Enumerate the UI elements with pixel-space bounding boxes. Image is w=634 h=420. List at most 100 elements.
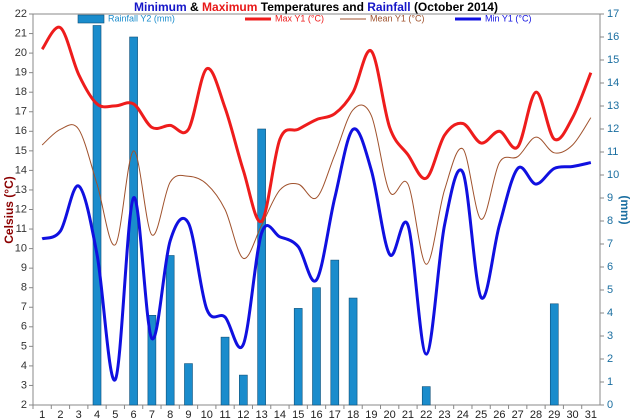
title-part: Minimum bbox=[134, 0, 187, 14]
legend-label: Mean Y1 (°C) bbox=[370, 13, 424, 23]
bar bbox=[184, 363, 193, 406]
y-tick-label: 9 bbox=[21, 262, 27, 274]
y2-tick-label: 5 bbox=[607, 284, 613, 296]
y2-tick-label: 7 bbox=[607, 238, 613, 250]
x-tick-label: 30 bbox=[566, 409, 578, 420]
y-tick-label: 3 bbox=[21, 379, 27, 391]
legend-label: Min Y1 (°C) bbox=[485, 13, 531, 23]
bar bbox=[220, 336, 230, 406]
x-tick-label: 17 bbox=[329, 409, 341, 420]
bar bbox=[293, 308, 303, 406]
y-tick-label: 22 bbox=[15, 8, 27, 20]
x-tick-label: 22 bbox=[420, 409, 432, 420]
y2-tick-label: 4 bbox=[607, 307, 613, 319]
y-tick-label: 13 bbox=[15, 184, 27, 196]
bar bbox=[330, 259, 340, 406]
y2-tick-label: 13 bbox=[607, 100, 619, 112]
bar bbox=[312, 287, 321, 406]
x-tick-label: 5 bbox=[112, 409, 118, 420]
x-tick-label: 20 bbox=[384, 409, 396, 420]
x-tick-label: 18 bbox=[347, 409, 359, 420]
y-tick-label: 10 bbox=[15, 243, 27, 255]
x-tick-label: 12 bbox=[237, 409, 249, 420]
y-tick-label: 11 bbox=[16, 223, 27, 235]
bar bbox=[348, 297, 358, 406]
y-tick-label: 6 bbox=[21, 321, 27, 333]
x-tick-label: 31 bbox=[585, 409, 597, 420]
y-tick-label: 7 bbox=[21, 301, 27, 313]
y-tick-label: 4 bbox=[21, 360, 27, 372]
chart-title: Minimum & Maximum Temperatures and Rainf… bbox=[134, 0, 498, 14]
bar bbox=[239, 374, 248, 406]
x-tick-label: 10 bbox=[201, 409, 213, 420]
x-tick-label: 9 bbox=[185, 409, 191, 420]
y2-tick-label: 6 bbox=[607, 261, 613, 273]
x-tick-label: 3 bbox=[76, 409, 82, 420]
title-part: (October 2014) bbox=[414, 0, 498, 14]
y2-tick-label: 16 bbox=[607, 31, 619, 43]
legend-swatch bbox=[77, 14, 105, 24]
x-tick-label: 19 bbox=[365, 409, 377, 420]
y-tick-label: 14 bbox=[15, 164, 27, 176]
y-tick-label: 12 bbox=[15, 203, 27, 215]
y2-tick-label: 2 bbox=[607, 353, 613, 365]
x-tick-label: 4 bbox=[94, 409, 100, 420]
line bbox=[40, 25, 593, 223]
legend-label: Max Y1 (°C) bbox=[275, 13, 324, 23]
y2-tick-label: 9 bbox=[607, 192, 613, 204]
title-part: Temperatures and bbox=[261, 0, 364, 14]
bar bbox=[92, 25, 102, 406]
x-tick-label: 7 bbox=[149, 409, 155, 420]
x-tick-label: 28 bbox=[530, 409, 542, 420]
x-tick-label: 2 bbox=[57, 409, 63, 420]
legend-label: Rainfall Y2 (mm) bbox=[108, 13, 175, 23]
y2-tick-label: 8 bbox=[607, 215, 613, 227]
y2-tick-label: 15 bbox=[607, 54, 619, 66]
y2-tick-label: 0 bbox=[607, 399, 613, 411]
x-tick-label: 29 bbox=[548, 409, 560, 420]
y-tick-label: 16 bbox=[15, 125, 27, 137]
y-tick-label: 21 bbox=[15, 27, 27, 39]
x-tick-label: 14 bbox=[274, 409, 286, 420]
title-part: Maximum bbox=[202, 0, 257, 14]
bar bbox=[549, 303, 559, 406]
y2-tick-label: 11 bbox=[607, 146, 618, 158]
x-tick-label: 24 bbox=[457, 409, 469, 420]
x-tick-label: 13 bbox=[256, 409, 268, 420]
y2-tick-label: 14 bbox=[607, 77, 619, 89]
bar bbox=[165, 255, 175, 406]
y-tick-label: 17 bbox=[15, 106, 27, 118]
y2-tick-label: 1 bbox=[607, 376, 613, 388]
bar bbox=[257, 128, 266, 406]
y-axis-label: Celsius (°C) bbox=[2, 176, 16, 243]
line bbox=[41, 127, 592, 382]
bar bbox=[421, 386, 431, 406]
bar bbox=[147, 314, 157, 406]
x-tick-label: 1 bbox=[39, 409, 45, 420]
y2-tick-label: 10 bbox=[607, 169, 619, 181]
x-tick-label: 26 bbox=[493, 409, 505, 420]
y-tick-label: 19 bbox=[15, 67, 27, 79]
x-tick-label: 21 bbox=[402, 409, 414, 420]
y2-tick-label: 12 bbox=[607, 123, 619, 135]
y2-tick-label: 3 bbox=[607, 330, 613, 342]
y-tick-label: 2 bbox=[21, 399, 27, 411]
title-part: & bbox=[190, 0, 199, 14]
line bbox=[41, 104, 592, 265]
y-tick-label: 15 bbox=[15, 145, 27, 157]
title-part: Rainfall bbox=[367, 0, 410, 14]
y-tick-label: 5 bbox=[21, 340, 27, 352]
x-tick-label: 15 bbox=[292, 409, 304, 420]
x-tick-label: 16 bbox=[310, 409, 322, 420]
x-tick-label: 25 bbox=[475, 409, 487, 420]
y-tick-label: 20 bbox=[15, 47, 27, 59]
y-tick-label: 8 bbox=[21, 282, 27, 294]
x-tick-label: 27 bbox=[512, 409, 524, 420]
x-tick-label: 6 bbox=[131, 409, 137, 420]
x-tick-label: 11 bbox=[219, 409, 230, 420]
x-tick-label: 8 bbox=[167, 409, 173, 420]
x-tick-label: 23 bbox=[438, 409, 450, 420]
y2-axis-label: (mm) bbox=[618, 195, 632, 224]
y-tick-label: 18 bbox=[15, 86, 27, 98]
